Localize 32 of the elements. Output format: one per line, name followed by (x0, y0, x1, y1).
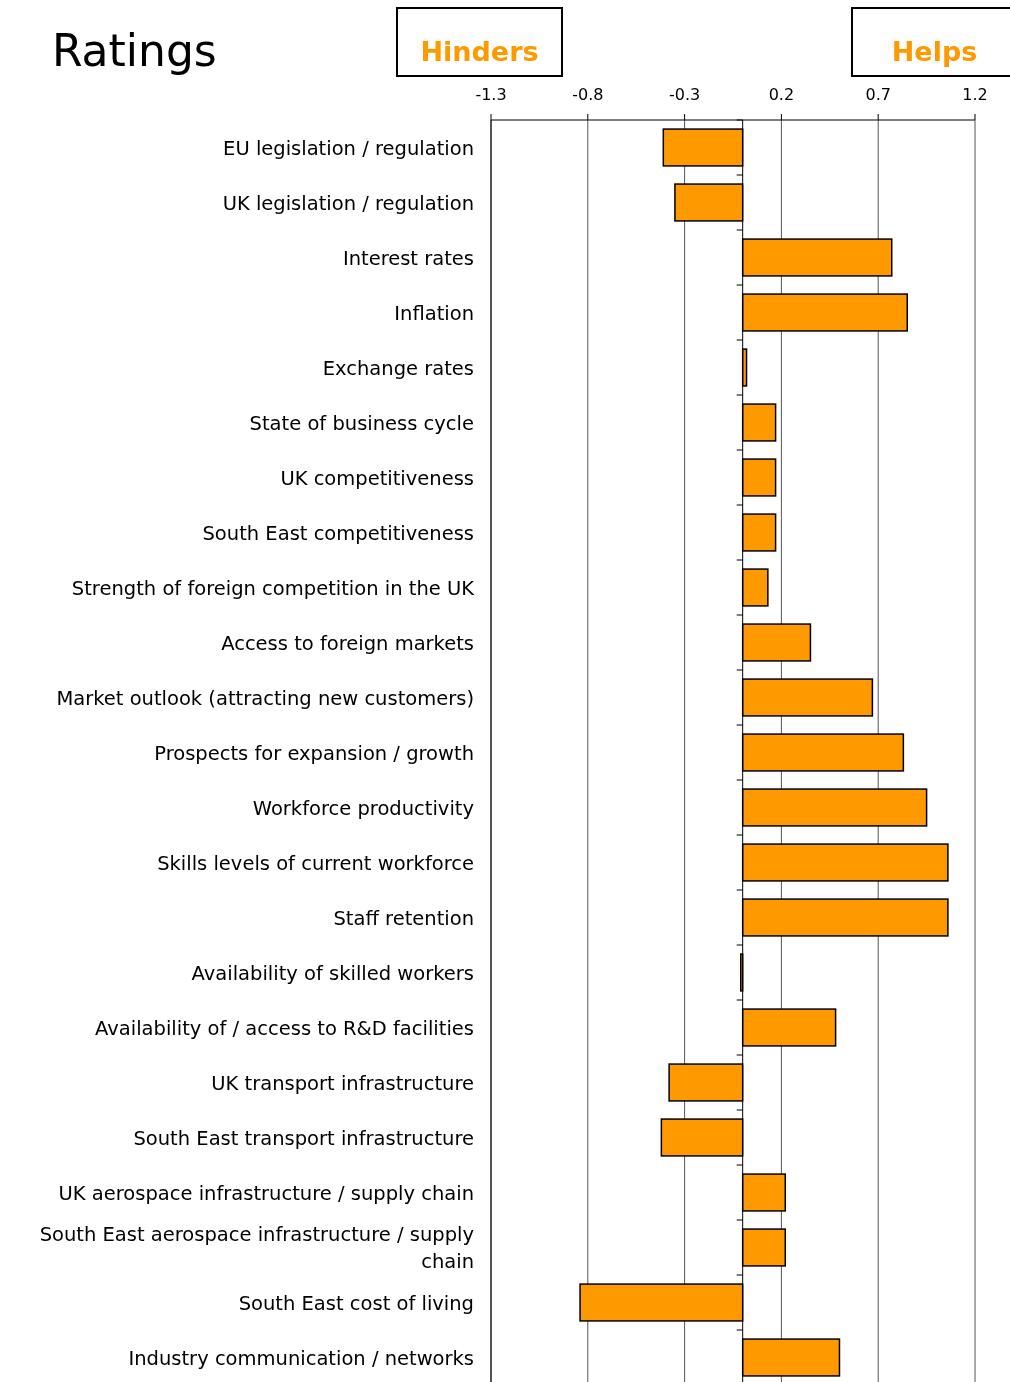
y-tick-label: Interest rates (342, 246, 474, 270)
text: Ratings (52, 25, 217, 76)
y-tick-label: UK transport infrastructure (211, 1071, 474, 1095)
x-tick-label: 1.2 (962, 85, 988, 104)
y-tick-label: UK legislation / regulation (222, 191, 474, 215)
y-tick-label: Exchange rates (322, 356, 474, 380)
y-tick-label: State of business cycle (249, 411, 474, 435)
y-tick-label: South East aerospace infrastructure / supply chain (39, 1223, 474, 1273)
x-tick-label: -1.3 (475, 85, 507, 104)
y-tick-label: Inflation (394, 301, 474, 325)
y-tick-label: Market outlook (attracting new customers) (56, 686, 474, 710)
y-tick-label: EU legislation / regulation (223, 136, 474, 160)
x-tick-label: 0.7 (865, 85, 891, 104)
y-tick-label: Availability of / access to R&D facilities (95, 1016, 474, 1040)
y-tick-label: Workforce productivity (252, 796, 474, 820)
y-tick-label: UK competitiveness (280, 466, 474, 490)
y-tick-label: Availability of skilled workers (191, 961, 474, 985)
x-tick-label: -0.3 (668, 85, 701, 104)
text: Hinders (420, 36, 539, 67)
y-tick-label: Prospects for expansion / growth (154, 741, 474, 765)
y-tick-label: UK aerospace infrastructure / supply chain (58, 1181, 474, 1205)
y-tick-label: Industry communication / networks (128, 1346, 474, 1370)
x-tick-label: -0.8 (572, 85, 604, 104)
y-tick-label: South East cost of living (238, 1291, 474, 1315)
y-tick-label: Access to foreign markets (221, 631, 474, 655)
y-tick-label: South East competitiveness (202, 521, 474, 545)
y-tick-label: Skills levels of current workforce (157, 851, 474, 875)
y-tick-label: Strength of foreign competition in the UK (71, 576, 476, 600)
x-tick-label: 0.2 (768, 85, 795, 104)
text: Helps (891, 36, 978, 67)
y-tick-label: Staff retention (333, 906, 474, 930)
y-tick-label: South East transport infrastructure (133, 1126, 474, 1150)
